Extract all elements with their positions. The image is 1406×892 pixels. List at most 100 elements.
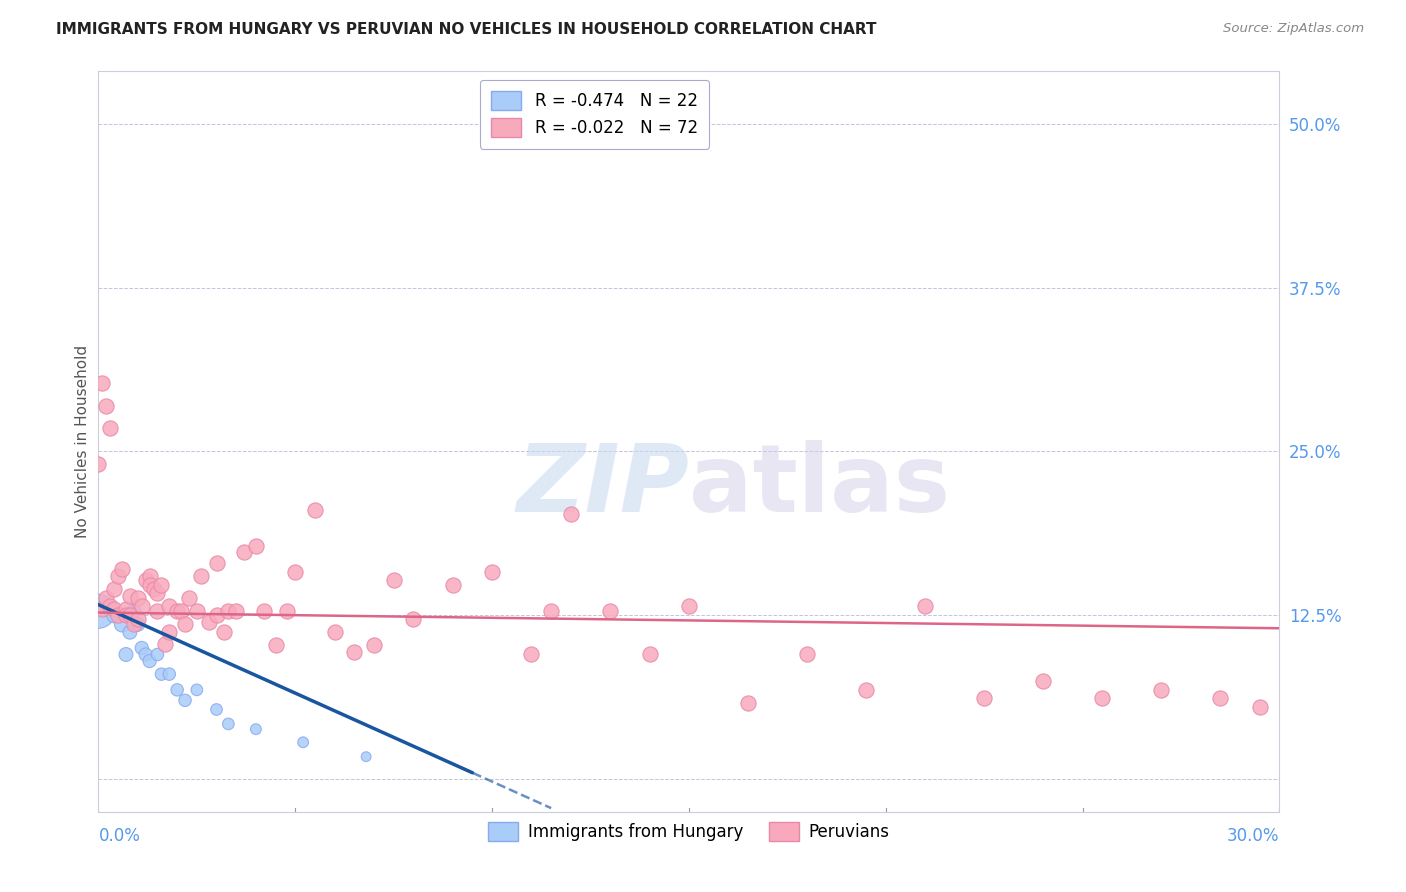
Point [111,562,134,576]
Point [1150,682,1173,697]
Point [107,608,129,623]
Text: atlas: atlas [689,440,950,532]
Point [354,749,377,764]
Point [157,667,180,681]
Point [107,569,129,583]
Point [155,637,177,651]
Text: IMMIGRANTS FROM HUNGARY VS PERUVIAN NO VEHICLES IN HOUSEHOLD CORRELATION CHART: IMMIGRANTS FROM HUNGARY VS PERUVIAN NO V… [56,22,877,37]
Point [87,604,110,618]
Point [98,599,121,613]
Point [146,648,169,662]
Point [115,608,138,623]
Point [146,604,169,618]
Point [91,601,114,615]
Point [186,604,208,618]
Point [138,569,160,583]
Point [131,599,153,613]
Point [146,586,169,600]
Point [142,582,165,596]
Point [91,376,114,391]
Point [177,591,200,606]
Point [217,717,239,731]
Point [1209,690,1232,705]
Point [217,604,239,618]
Point [157,599,180,613]
Point [560,508,582,522]
Point [973,690,995,705]
Point [131,640,153,655]
Point [166,682,188,697]
Point [122,604,145,618]
Point [914,599,936,613]
Point [138,578,160,592]
Point [118,625,141,640]
Point [174,617,197,632]
Point [96,591,118,606]
Point [170,604,193,618]
Point [150,667,173,681]
Point [118,608,141,623]
Point [157,625,180,640]
Text: 0.0%: 0.0% [98,828,141,846]
Point [441,578,464,592]
Point [115,648,138,662]
Text: 30.0%: 30.0% [1227,828,1279,846]
Point [253,604,276,618]
Point [323,625,346,640]
Point [138,654,160,668]
Point [276,604,298,618]
Point [382,573,405,587]
Point [127,591,149,606]
Point [225,604,247,618]
Point [103,608,125,623]
Point [205,702,228,716]
Point [135,648,157,662]
Point [214,625,236,640]
Point [284,565,307,579]
Point [638,648,661,662]
Point [135,573,157,587]
Point [98,601,121,615]
Point [599,604,621,618]
Point [205,556,228,570]
Point [264,638,287,652]
Point [118,589,141,603]
Point [304,503,326,517]
Point [855,682,877,697]
Point [363,638,385,652]
Point [292,735,315,749]
Point [115,601,138,615]
Point [1091,690,1114,705]
Point [205,608,228,623]
Point [402,612,425,626]
Point [245,722,267,736]
Point [122,617,145,632]
Point [796,648,818,662]
Point [111,617,134,632]
Text: ZIP: ZIP [516,440,689,532]
Point [127,612,149,626]
Point [166,604,188,618]
Point [103,601,125,615]
Point [98,421,121,435]
Point [186,682,208,697]
Point [233,545,256,559]
Point [678,599,700,613]
Point [87,458,110,472]
Point [197,615,219,629]
Point [343,645,366,659]
Point [1249,699,1271,714]
Point [481,565,503,579]
Point [150,578,173,592]
Point [540,604,562,618]
Point [520,648,543,662]
Point [103,582,125,596]
Text: Source: ZipAtlas.com: Source: ZipAtlas.com [1223,22,1364,36]
Point [245,539,267,553]
Point [190,569,212,583]
Point [127,617,149,632]
Y-axis label: No Vehicles in Household: No Vehicles in Household [75,345,90,538]
Point [174,693,197,707]
Legend: Immigrants from Hungary, Peruvians: Immigrants from Hungary, Peruvians [482,816,896,847]
Point [96,399,118,413]
